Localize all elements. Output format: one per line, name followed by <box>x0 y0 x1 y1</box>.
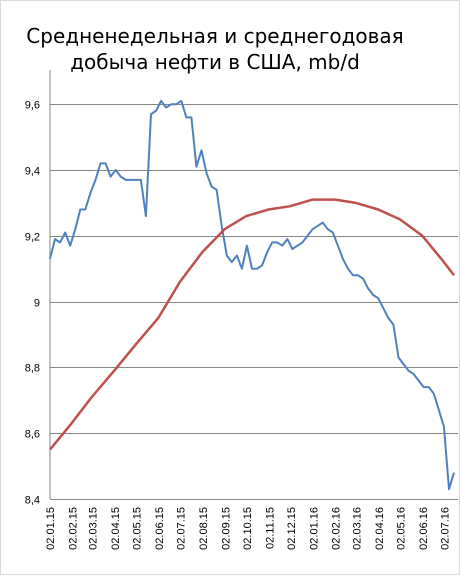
series-line-annual <box>49 198 455 451</box>
x-tick-label: 02.07.15 <box>176 507 188 550</box>
y-tick-label: 9,2 <box>25 232 40 244</box>
y-tick-label: 9,6 <box>25 100 40 112</box>
series-lines <box>49 99 455 491</box>
y-tick-label: 9,4 <box>25 166 40 178</box>
x-tick-label: 02.11.15 <box>264 507 276 549</box>
x-tick-label: 02.06.15 <box>154 507 166 550</box>
y-tick-label: 8,8 <box>25 363 40 375</box>
x-tick-label: 02.03.15 <box>88 507 100 550</box>
x-tick-label: 02.02.16 <box>331 507 343 550</box>
x-tick-label: 02.06.16 <box>418 507 430 550</box>
x-tick-label: 02.12.15 <box>286 507 298 550</box>
chart-title-line-2: добыча нефти в США, mb/d <box>70 50 360 74</box>
y-tick-label: 9 <box>34 298 40 310</box>
x-tick-labels: 02.01.15 02.02.15 02.03.15 02.04.15 02.05.15… <box>45 507 452 550</box>
x-tick-label: 02.04.16 <box>374 507 386 550</box>
y-tick-label: 8,4 <box>25 495 40 507</box>
y-tick-label: 8,6 <box>25 429 40 441</box>
x-tick-label: 02.05.16 <box>396 507 408 550</box>
x-tick-label: 02.01.16 <box>308 507 320 550</box>
x-tick-label: 02.04.15 <box>110 507 122 550</box>
x-tick-label: 02.01.15 <box>45 507 57 550</box>
x-tick-label: 02.03.16 <box>352 507 364 550</box>
y-tick-labels: 8,4 8,6 8,8 9 9,2 9,4 9,6 <box>25 100 40 507</box>
series-line-weekly <box>49 99 455 491</box>
x-tick-label: 02.09.15 <box>220 507 232 550</box>
x-tick-label: 02.02.15 <box>67 507 79 550</box>
x-tick-label: 02.08.15 <box>198 507 210 550</box>
x-tick-label: 02.10.15 <box>242 507 254 550</box>
gridlines <box>49 70 458 500</box>
x-tick-label: 02.05.15 <box>132 507 144 550</box>
x-tick-label: 02.07.16 <box>440 507 452 550</box>
chart-title-line-1: Средненедельная и среднегодовая <box>26 24 404 48</box>
